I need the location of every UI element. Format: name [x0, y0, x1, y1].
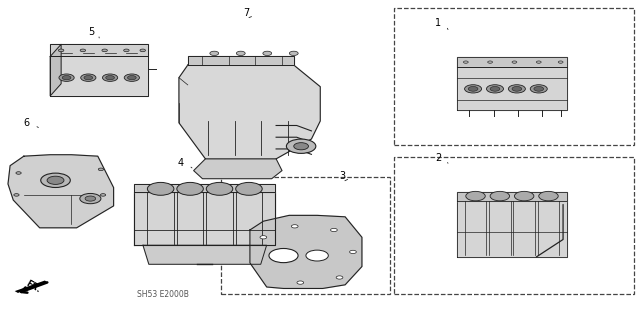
Circle shape: [99, 168, 104, 171]
Circle shape: [16, 172, 21, 174]
Circle shape: [465, 85, 482, 93]
Circle shape: [539, 191, 558, 201]
Circle shape: [41, 173, 70, 188]
Circle shape: [62, 76, 71, 80]
Circle shape: [102, 74, 118, 81]
Polygon shape: [458, 57, 567, 67]
Text: 4: 4: [178, 158, 184, 168]
Circle shape: [468, 86, 478, 91]
Text: 6: 6: [24, 118, 30, 128]
Circle shape: [177, 182, 204, 195]
Circle shape: [486, 85, 504, 93]
Text: FR.: FR.: [24, 279, 42, 295]
Polygon shape: [250, 215, 362, 289]
Text: 5: 5: [88, 27, 94, 37]
Polygon shape: [134, 184, 275, 192]
Circle shape: [536, 61, 541, 63]
Circle shape: [534, 86, 543, 91]
Circle shape: [512, 61, 517, 63]
Circle shape: [490, 86, 500, 91]
Text: 1: 1: [435, 18, 442, 28]
Circle shape: [490, 191, 509, 201]
Bar: [394, 157, 634, 294]
Text: 7: 7: [243, 8, 250, 18]
Circle shape: [289, 51, 298, 55]
Text: 2: 2: [435, 153, 442, 163]
Circle shape: [206, 182, 233, 195]
Circle shape: [84, 76, 93, 80]
Circle shape: [291, 225, 298, 228]
Circle shape: [349, 250, 356, 253]
Circle shape: [515, 191, 534, 201]
Bar: [394, 8, 634, 145]
Circle shape: [294, 143, 308, 150]
Circle shape: [287, 139, 316, 153]
Circle shape: [124, 49, 129, 52]
Circle shape: [106, 76, 115, 80]
Polygon shape: [458, 192, 567, 201]
Circle shape: [58, 49, 64, 52]
Circle shape: [297, 281, 304, 284]
Circle shape: [124, 74, 140, 81]
Text: 3: 3: [339, 171, 346, 181]
Polygon shape: [458, 67, 567, 110]
Polygon shape: [8, 155, 114, 228]
Circle shape: [147, 182, 174, 195]
Circle shape: [463, 61, 468, 63]
Circle shape: [236, 51, 245, 55]
Circle shape: [260, 236, 267, 239]
Circle shape: [558, 61, 563, 63]
Circle shape: [140, 49, 145, 52]
Polygon shape: [458, 201, 567, 257]
Circle shape: [530, 85, 547, 93]
Text: SH53 E2000B: SH53 E2000B: [137, 290, 189, 299]
Polygon shape: [179, 65, 320, 159]
Polygon shape: [194, 159, 282, 179]
Circle shape: [263, 51, 272, 55]
Circle shape: [80, 49, 86, 52]
Polygon shape: [134, 192, 275, 245]
Circle shape: [488, 61, 493, 63]
Polygon shape: [143, 245, 267, 264]
Circle shape: [85, 196, 95, 201]
Circle shape: [330, 228, 337, 232]
Polygon shape: [50, 44, 148, 57]
Polygon shape: [15, 281, 48, 293]
Circle shape: [336, 276, 343, 279]
Polygon shape: [50, 44, 61, 96]
Circle shape: [47, 176, 64, 184]
Circle shape: [81, 74, 96, 81]
Circle shape: [80, 193, 101, 204]
Circle shape: [306, 250, 328, 261]
Circle shape: [59, 74, 74, 81]
Circle shape: [100, 194, 106, 196]
Circle shape: [210, 51, 219, 55]
Polygon shape: [188, 56, 294, 65]
Circle shape: [508, 85, 525, 93]
Circle shape: [102, 49, 108, 52]
Polygon shape: [50, 57, 148, 96]
Circle shape: [236, 182, 262, 195]
Circle shape: [14, 194, 19, 196]
Bar: [221, 177, 390, 294]
Circle shape: [127, 76, 136, 80]
Circle shape: [466, 191, 485, 201]
Circle shape: [269, 248, 298, 262]
Circle shape: [512, 86, 522, 91]
